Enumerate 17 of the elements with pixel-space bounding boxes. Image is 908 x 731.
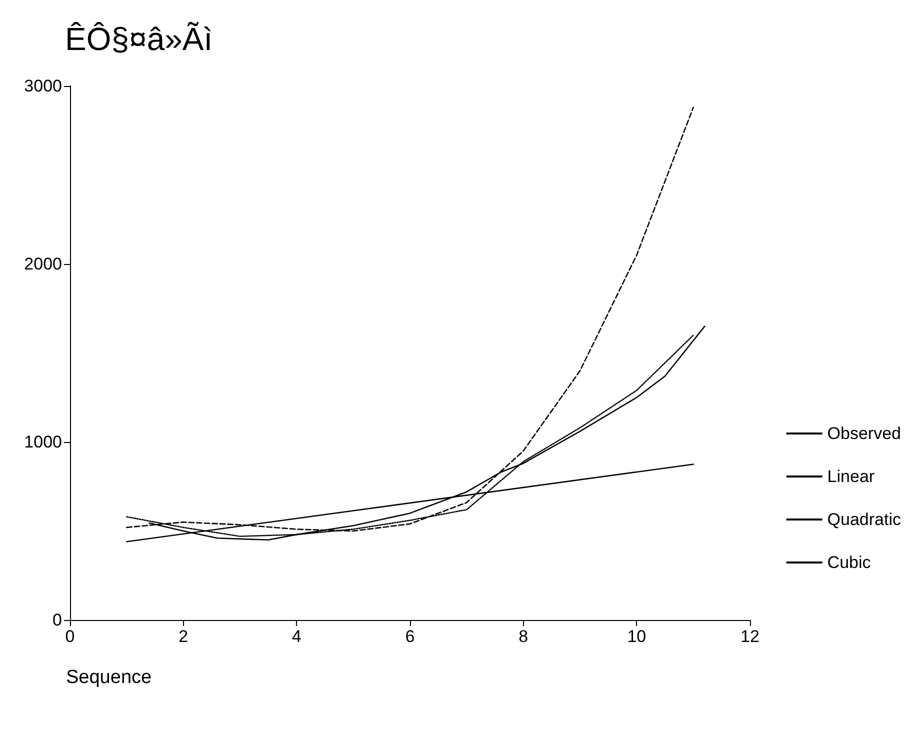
legend-label: Linear [827, 467, 875, 486]
legend-label: Observed [827, 424, 901, 443]
x-tick-label: 0 [65, 627, 75, 646]
legend-label: Quadratic [827, 510, 902, 529]
legend-label: Cubic [827, 553, 872, 572]
x-tick-label: 10 [627, 627, 646, 646]
x-tick-label: 2 [178, 627, 188, 646]
y-tick-label: 1000 [24, 432, 62, 452]
y-tick-label: 2000 [24, 254, 62, 274]
x-tick-label: 6 [405, 627, 415, 646]
y-tick-label: 0 [52, 610, 62, 630]
x-tick-label: 4 [292, 627, 302, 646]
x-tick-label: 12 [740, 627, 760, 646]
y-tick-label: 3000 [24, 76, 62, 96]
x-axis-title: Sequence [66, 667, 152, 688]
x-tick-label: 8 [518, 627, 528, 646]
chart-title: ÊÔ§¤â»Ãì [65, 21, 213, 57]
